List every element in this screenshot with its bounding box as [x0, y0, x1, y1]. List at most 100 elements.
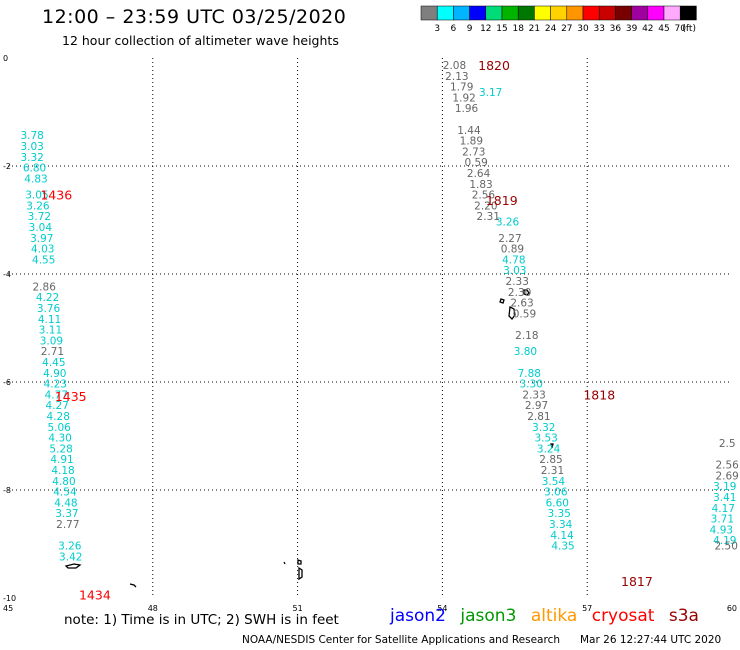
x-tick-label: 57: [582, 604, 592, 613]
colorbar-label: 27: [561, 24, 572, 34]
colorbar-label: 70: [674, 24, 686, 34]
wave-height-label: 3.09: [40, 335, 63, 347]
island-outlines: [64, 289, 554, 588]
wave-height-label: 2.18: [515, 330, 538, 342]
wave-height-label: 3.72: [28, 211, 51, 223]
generation-timestamp: Mar 26 12:27:44 UTC 2020: [580, 634, 722, 646]
colorbar-swatch: [469, 5, 487, 21]
wave-height-label: 1.89: [460, 136, 483, 148]
colorbar-label: 15: [496, 24, 507, 34]
wave-height-label: 3.19: [713, 481, 736, 493]
wave-height-label: 2.31: [477, 211, 500, 223]
wave-height-label: 4.78: [502, 254, 525, 266]
wave-height-label: 3.35: [548, 508, 571, 520]
wave-height-label: 0.89: [501, 244, 524, 256]
wave-height-label: 4.28: [47, 411, 70, 423]
colorbar-label: 12: [480, 24, 491, 34]
footer-note: note: 1) Time is in UTC; 2) SWH is in fe…: [64, 612, 339, 628]
wave-height-label: 4.22: [36, 292, 59, 304]
satellite-legend: jason2 jason3 altika cryosat s3a: [390, 606, 708, 626]
wave-height-label: 3.03: [503, 265, 526, 277]
axes: 45 48 51 54 57 60 0 -2 -4 -6 -8 -10: [3, 54, 737, 613]
time-labels: 1820 1819 1818 1817 1436 1435 1434: [40, 58, 652, 602]
wave-height-label: 4.45: [42, 357, 65, 369]
wave-height-label: 4.91: [50, 454, 73, 466]
time-label: 1434: [79, 587, 111, 602]
time-label: 1818: [583, 388, 615, 403]
wave-height-label: 4.80: [52, 476, 75, 488]
wave-height-label: 4.23: [44, 379, 67, 391]
wave-height-label: 4.35: [551, 541, 574, 553]
wave-height-label: 3.03: [20, 141, 43, 153]
wave-height-label: 3.34: [549, 519, 573, 531]
colorbar-label: 36: [610, 24, 622, 34]
y-tick-label: -10: [3, 594, 16, 603]
x-tick-label: 51: [293, 604, 303, 613]
wave-height-label: 2.56: [472, 190, 496, 202]
wave-height-label: 7.88: [518, 368, 541, 380]
wave-height-label: 2.73: [462, 146, 485, 158]
wave-height-label: 3.26: [496, 217, 520, 229]
wave-height-label: 2.08: [443, 60, 466, 72]
wave-height-label: 2.64: [467, 168, 491, 180]
chart-title: 12:00 – 23:59 UTC 03/25/2020: [42, 6, 347, 28]
wave-height-label: 2.97: [525, 400, 548, 412]
time-label: 1820: [478, 58, 510, 73]
colorbar-label: 33: [593, 24, 604, 34]
x-tick-label: 45: [3, 604, 13, 613]
wave-height-label: 5.28: [49, 443, 72, 455]
wave-height-label: 3.06: [544, 487, 568, 499]
wave-height-label: 2.27: [498, 233, 521, 245]
time-label: 1436: [40, 188, 72, 203]
wave-height-label: 3.78: [20, 130, 43, 142]
wave-height-label: 4.93: [710, 524, 733, 536]
colorbar-swatch: [615, 5, 632, 21]
wave-height-label: 1.92: [452, 92, 475, 104]
colorbar-label: 24: [545, 24, 557, 34]
wave-height-label: 2.63: [510, 298, 533, 310]
x-tick-label: 54: [437, 604, 447, 613]
colorbar-label: 18: [512, 24, 524, 34]
colorbar-unit: (ft): [682, 24, 696, 34]
wave-height-label: 2.13: [445, 71, 468, 83]
y-tick-label: -6: [3, 378, 11, 387]
y-tick-label: -2: [3, 162, 11, 171]
y-tick-label: 0: [3, 54, 8, 63]
wave-height-label: 3.71: [711, 514, 734, 526]
colorbar-swatch: [436, 5, 454, 21]
wave-height-label: 3.42: [59, 551, 82, 563]
wave-height-label: 3.76: [37, 303, 61, 315]
wave-height-label: 2.31: [541, 465, 564, 477]
wave-height-label: 4.27: [46, 400, 69, 412]
wave-height-label: 1.83: [469, 179, 492, 191]
colorbar-swatch: [501, 5, 519, 21]
island-outline: [499, 289, 530, 320]
legend-jason3: jason3: [460, 606, 517, 626]
colorbar-label: 3: [434, 24, 440, 34]
time-label: 1819: [486, 193, 518, 208]
wave-height-label: 4.48: [54, 497, 77, 509]
wave-height-label: 3.17: [479, 87, 502, 99]
colorbar-label: 30: [577, 24, 589, 34]
wave-height-label: 2.85: [539, 454, 562, 466]
wave-height-label: 4.90: [43, 368, 66, 380]
x-tick-label: 48: [148, 604, 158, 613]
colorbar-label: 42: [642, 24, 653, 34]
legend-jason2: jason2: [390, 606, 446, 626]
y-tick-label: -4: [3, 270, 11, 279]
wave-height-label: 3.97: [30, 233, 53, 245]
wave-height-label: 3.41: [713, 492, 736, 504]
wave-height-label: 3.37: [55, 508, 78, 520]
data-points: 3.783.033.326.804.833.053.263.723.043.97…: [20, 60, 739, 563]
wave-height-label: 4.14: [550, 530, 574, 542]
wave-height-label: 5.06: [47, 422, 71, 434]
wave-height-label: 2.77: [56, 519, 79, 531]
wave-height-label: 4.11: [38, 314, 61, 326]
wave-height-label: 3.26: [58, 541, 82, 553]
colorbar-swatch: [453, 5, 470, 21]
wave-height-label: 2.33: [522, 389, 545, 401]
wave-height-label: 4.54: [53, 487, 77, 499]
wave-height-label: 3.32: [20, 152, 43, 164]
colorbar-swatch: [420, 5, 438, 21]
